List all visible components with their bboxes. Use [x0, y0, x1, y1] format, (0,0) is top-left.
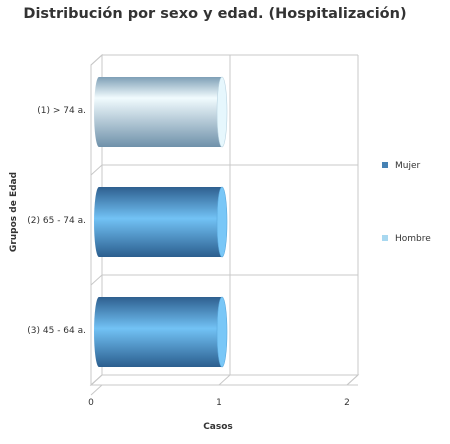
- bar: [94, 296, 228, 368]
- bar: [94, 76, 228, 148]
- legend-label: Mujer: [395, 161, 421, 171]
- bars: [94, 76, 228, 368]
- legend-swatch: [382, 162, 388, 168]
- x-tick-label: 0: [88, 398, 94, 408]
- legend-label: Hombre: [395, 234, 431, 244]
- y-tick-label: (1) > 74 a.: [37, 106, 86, 116]
- legend: Mujer Hombre: [382, 161, 431, 244]
- y-axis-title: Grupos de Edad: [9, 172, 19, 252]
- legend-swatch: [382, 235, 388, 241]
- x-tick-label: 1: [216, 398, 222, 408]
- bar: [94, 186, 228, 258]
- y-tick-label: (3) 45 - 64 a.: [27, 326, 86, 336]
- y-tick-label: (2) 65 - 74 a.: [27, 216, 86, 226]
- x-tick-label: 2: [344, 398, 350, 408]
- tick-labels: 0 1 2 (1) > 74 a. (2) 65 - 74 a. (3) 45 - 64 …: [27, 106, 350, 408]
- chart-title: Distribución por sexo y edad. (Hospitali…: [23, 6, 407, 22]
- x-axis-title: Casos: [203, 422, 233, 432]
